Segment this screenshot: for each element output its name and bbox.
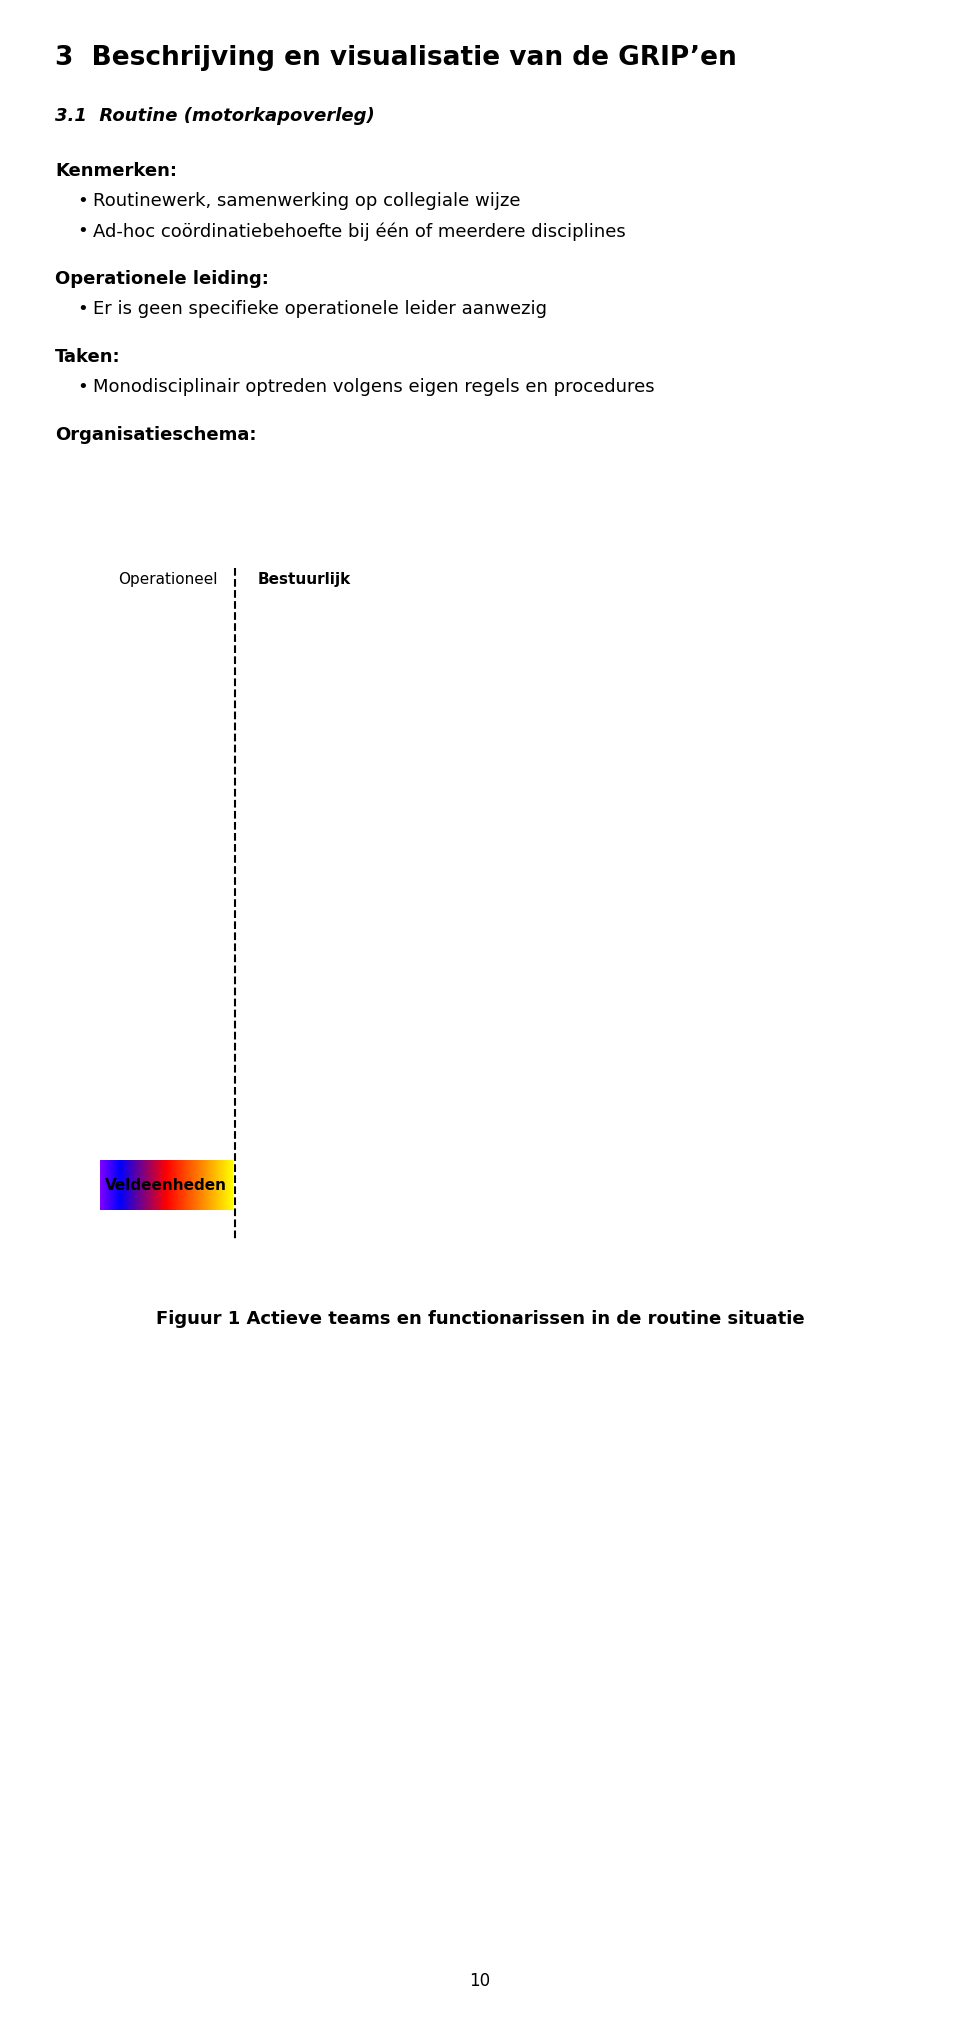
Text: Taken:: Taken: [55,348,121,366]
Text: Figuur 1 Actieve teams en functionarissen in de routine situatie: Figuur 1 Actieve teams en functionarisse… [156,1311,804,1329]
Text: 3.1  Routine (motorkapoverleg): 3.1 Routine (motorkapoverleg) [55,108,374,124]
Text: 10: 10 [469,1972,491,1990]
Text: •: • [77,222,87,240]
Text: •: • [77,299,87,317]
Text: Ad-hoc coördinatiebehoefte bij één of meerdere disciplines: Ad-hoc coördinatiebehoefte bij één of me… [93,222,626,240]
Text: Bestuurlijk: Bestuurlijk [258,572,351,586]
Text: Kenmerken:: Kenmerken: [55,163,177,179]
Text: Operationeel: Operationeel [118,572,218,586]
Text: 3  Beschrijving en visualisatie van de GRIP’en: 3 Beschrijving en visualisatie van de GR… [55,45,736,71]
Text: Organisatieschema:: Organisatieschema: [55,425,256,444]
Text: •: • [77,379,87,397]
Text: •: • [77,191,87,210]
Text: Operationele leiding:: Operationele leiding: [55,271,269,289]
Text: Routinewerk, samenwerking op collegiale wijze: Routinewerk, samenwerking op collegiale … [93,191,520,210]
Text: Veldeenheden: Veldeenheden [105,1178,227,1193]
Text: Monodisciplinair optreden volgens eigen regels en procedures: Monodisciplinair optreden volgens eigen … [93,379,655,397]
Text: Er is geen specifieke operationele leider aanwezig: Er is geen specifieke operationele leide… [93,299,547,317]
